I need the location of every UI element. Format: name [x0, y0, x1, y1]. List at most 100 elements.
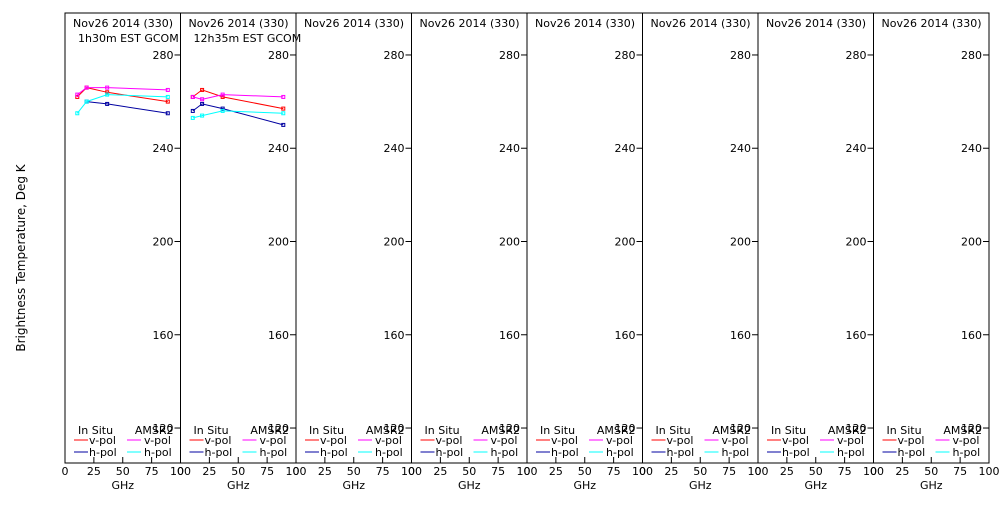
- panel-7-legend-header-amsr2: AMSR2: [828, 424, 867, 437]
- panel-3-legend-amsr2-vpol-label: v-pol: [375, 434, 402, 447]
- panel-7-legend-amsr2-hpol-label: h-pol: [837, 446, 865, 459]
- panel-2-series-4-point: [200, 113, 205, 118]
- panel-1-ytick-label: 280: [153, 49, 174, 62]
- panel-6-xtick-label: 0: [639, 465, 646, 478]
- panel-1-ytick-label: 240: [153, 142, 174, 155]
- panel-6-x-axis-label: GHz: [689, 479, 712, 492]
- panel-2-x-axis-label: GHz: [227, 479, 250, 492]
- panel-6-legend-header-insitu: In Situ: [656, 424, 691, 437]
- panel-1-series-1-point: [75, 94, 80, 99]
- panel-2-series-4-point: [220, 108, 225, 113]
- panel-5-xtick-label: 25: [549, 465, 563, 478]
- panel-2-legend-header-amsr2: AMSR2: [250, 424, 289, 437]
- panel-2-series-4-point: [190, 115, 195, 120]
- panel-8-xtick-label: 25: [895, 465, 909, 478]
- panel-1-x-axis-label: GHz: [111, 479, 134, 492]
- panel-1-series-4-point: [75, 111, 80, 116]
- panel-1-legend-amsr2-vpol-label: v-pol: [144, 434, 171, 447]
- panel-2-xtick-label: 25: [202, 465, 216, 478]
- panel-2-series-3-point: [190, 94, 195, 99]
- panel-2-series-3-point: [220, 92, 225, 97]
- panel-1-title: Nov26 2014 (330): [73, 17, 173, 30]
- panel-2-ytick-label: 280: [268, 49, 289, 62]
- panel-7-xtick-label: 100: [863, 465, 884, 478]
- panel-7-legend-insitu-vpol-label: v-pol: [782, 434, 809, 447]
- panel-5-legend-insitu-hpol-label: h-pol: [551, 446, 579, 459]
- panel-8-legend-amsr2-vpol-label: v-pol: [953, 434, 980, 447]
- panel-4-legend-insitu-hpol-label: h-pol: [436, 446, 464, 459]
- panel-8-title: Nov26 2014 (330): [882, 17, 982, 30]
- panel-3-legend-header-insitu: In Situ: [309, 424, 344, 437]
- panel-7-ytick-label: 240: [846, 142, 867, 155]
- panel-1-series-1-point: [105, 90, 110, 95]
- panel-1-xtick-label: 75: [145, 465, 159, 478]
- panel-3-ytick-label: 240: [384, 142, 405, 155]
- panel-1-series-3-point: [105, 85, 110, 90]
- panel-5-title: Nov26 2014 (330): [535, 17, 635, 30]
- panel-8-ytick-label: 160: [961, 329, 982, 342]
- panel-8-legend-insitu-hpol-label: h-pol: [898, 446, 926, 459]
- panel-7-xtick-label: 50: [809, 465, 823, 478]
- panel-5-legend-amsr2-hpol-label: h-pol: [606, 446, 634, 459]
- panel-5-ytick-label: 200: [615, 235, 636, 248]
- panel-8-ytick-label: 240: [961, 142, 982, 155]
- panel-4-x-axis-label: GHz: [458, 479, 481, 492]
- panel-5-ytick-label: 120: [615, 422, 636, 435]
- panel-4-legend-header-insitu: In Situ: [425, 424, 460, 437]
- panel-3-xtick-label: 75: [376, 465, 390, 478]
- panel-3-x-axis-label: GHz: [342, 479, 365, 492]
- panel-5-xtick-label: 50: [578, 465, 592, 478]
- panel-2-series-1-point: [220, 94, 225, 99]
- panel-1-ytick-label: 200: [153, 235, 174, 248]
- panel-5-ytick-label: 280: [615, 49, 636, 62]
- panel-5-legend-header-amsr2: AMSR2: [597, 424, 636, 437]
- panel-5-legend-amsr2-vpol-label: v-pol: [606, 434, 633, 447]
- panel-7-ytick-label: 200: [846, 235, 867, 248]
- panel-2-ytick-label: 120: [268, 422, 289, 435]
- panel-5-ytick-label: 240: [615, 142, 636, 155]
- panel-2-series-4-line: [192, 110, 284, 119]
- panel-2-series-1-point: [200, 87, 205, 92]
- panel-2-xtick-label: 100: [286, 465, 307, 478]
- panel-1-legend-insitu-hpol-label: h-pol: [89, 446, 117, 459]
- panel-6-title: Nov26 2014 (330): [651, 17, 751, 30]
- panel-7-ytick-label: 160: [846, 329, 867, 342]
- panel-7-xtick-label: 0: [755, 465, 762, 478]
- panel-7-ytick-label: 120: [846, 422, 867, 435]
- panel-8-ytick-label: 120: [961, 422, 982, 435]
- panel-6-ytick-label: 120: [730, 422, 751, 435]
- panel-2-series-3-point: [200, 97, 205, 102]
- panel-1-series-1-line: [76, 87, 168, 103]
- panel-6-xtick-label: 50: [693, 465, 707, 478]
- panel-1-series-3-line: [76, 87, 168, 95]
- panel-6-ytick-label: 240: [730, 142, 751, 155]
- panel-7-x-axis-label: GHz: [804, 479, 827, 492]
- panel-1-ytick-label: 120: [153, 422, 174, 435]
- panel-1-xtick-label: 100: [170, 465, 191, 478]
- panel-3-legend-insitu-hpol-label: h-pol: [320, 446, 348, 459]
- panel-2-series-4-point: [281, 111, 286, 116]
- panel-8-ytick-label: 280: [961, 49, 982, 62]
- panel-3-title: Nov26 2014 (330): [304, 17, 404, 30]
- panel-5-ytick-label: 160: [615, 329, 636, 342]
- y-axis-label: Brightness Temperature, Deg K: [14, 163, 28, 351]
- panel-6-ytick-label: 200: [730, 235, 751, 248]
- panel-2-legend-header-insitu: In Situ: [194, 424, 229, 437]
- panel-2-series-2-point: [220, 106, 225, 111]
- panel-8-x-axis-label: GHz: [920, 479, 943, 492]
- panel-2-series-2-line: [192, 103, 284, 126]
- panel-7-legend-amsr2-vpol-label: v-pol: [837, 434, 864, 447]
- panel-7-ytick-label: 280: [846, 49, 867, 62]
- panel-7-title: Nov26 2014 (330): [766, 17, 866, 30]
- panel-2-legend-amsr2-vpol-label: v-pol: [260, 434, 287, 447]
- panel-6-legend-insitu-hpol-label: h-pol: [667, 446, 695, 459]
- panel-6-legend-header-amsr2: AMSR2: [712, 424, 751, 437]
- panel-3-ytick-label: 160: [384, 329, 405, 342]
- panel-1-subtitle: 1h30m EST GCOM: [78, 32, 179, 45]
- panel-1-series-1-point: [165, 99, 170, 104]
- panel-3-legend-amsr2-hpol-label: h-pol: [375, 446, 403, 459]
- panel-2-series-1-line: [192, 89, 284, 110]
- panel-1-series-3-point: [165, 87, 170, 92]
- panel-1-series-3-point: [75, 92, 80, 97]
